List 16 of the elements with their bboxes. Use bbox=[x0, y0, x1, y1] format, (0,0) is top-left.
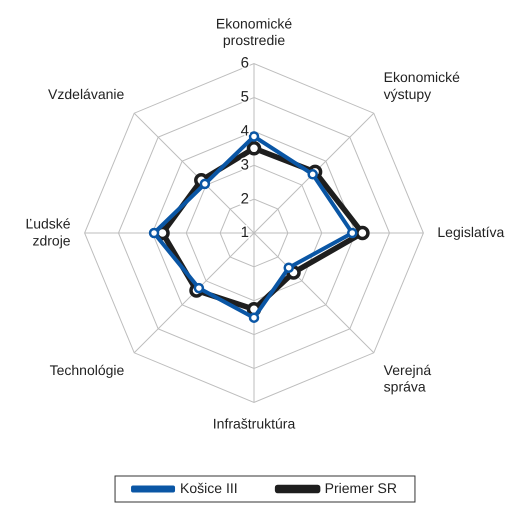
y-tick-label: 6 bbox=[240, 54, 249, 72]
spoke-label: Legislatíva bbox=[437, 224, 505, 240]
y-tick-label: 3 bbox=[240, 156, 249, 174]
spoke-label: Ľudské zdroje bbox=[25, 215, 71, 248]
spoke-label: Verejná správa bbox=[384, 362, 432, 395]
spoke-label: Ekonomické prostredie bbox=[216, 15, 292, 48]
spoke-label: Technológie bbox=[50, 362, 125, 378]
y-tick-label: 1 bbox=[240, 224, 249, 242]
y-tick-label: 2 bbox=[240, 190, 249, 208]
spoke-label: Ekonomické výstupy bbox=[384, 68, 460, 102]
y-tick-label: 5 bbox=[240, 88, 249, 106]
spoke-label: Vzdelávanie bbox=[48, 86, 125, 102]
spoke-label: Infraštruktúra bbox=[212, 416, 296, 432]
legend-label: Priemer SR bbox=[324, 480, 397, 496]
y-tick-label: 4 bbox=[240, 122, 249, 140]
legend-label: Košice III bbox=[180, 480, 238, 496]
